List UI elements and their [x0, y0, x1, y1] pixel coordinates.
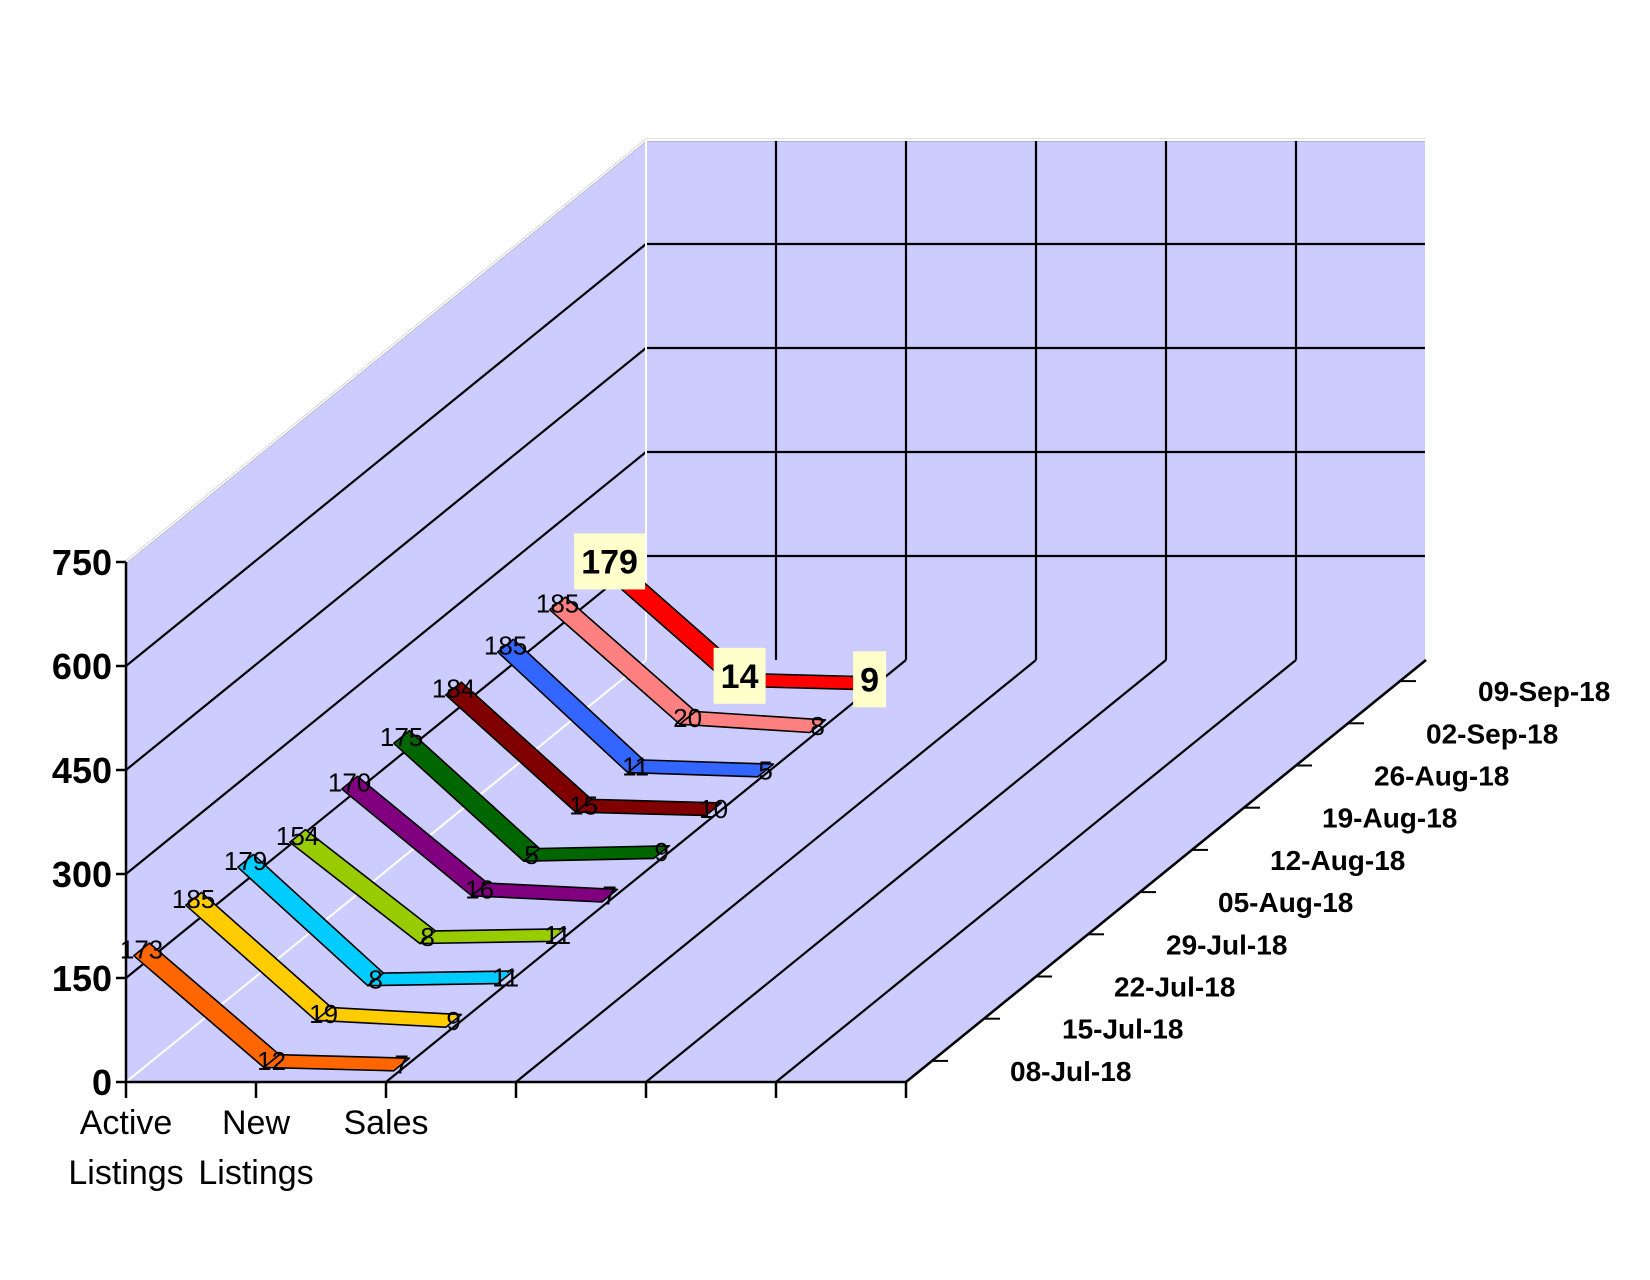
x-tick-label: Listings: [198, 1154, 313, 1192]
series-segment: [678, 710, 827, 734]
data-label: 15: [569, 791, 598, 821]
data-label: 5: [758, 755, 772, 785]
data-label: 11: [544, 920, 571, 950]
data-label: 20: [673, 703, 702, 733]
floor-gridline: [645, 659, 1167, 1083]
chart-axes: [116, 560, 1427, 1098]
y-tick-label: 150: [52, 958, 112, 999]
data-label: 185: [536, 588, 579, 618]
data-label: 175: [380, 722, 423, 752]
data-label: 11: [492, 962, 519, 992]
data-label: 12: [257, 1046, 286, 1076]
left-wall: [126, 140, 646, 1082]
y-tick-label: 300: [52, 854, 112, 895]
data-label: 185: [484, 631, 527, 661]
series-segment: [418, 927, 567, 945]
data-label-box: [574, 533, 646, 590]
data-label: 9: [446, 1006, 460, 1036]
x-tick-label: Listings: [68, 1154, 183, 1192]
series-label: 26-Aug-18: [1374, 761, 1509, 792]
data-label: 173: [120, 934, 163, 964]
series-label: 02-Sep-18: [1426, 718, 1558, 749]
series-label: 15-Jul-18: [1062, 1014, 1183, 1045]
data-label: 170: [328, 768, 371, 798]
series-segment: [366, 970, 515, 987]
depth-axis: [905, 659, 1427, 1083]
chart-data-labels: 173 12 7 185 19 9 179 8 11 154 8 11 170 16 7 175 5 9 184 15…: [120, 533, 887, 1079]
series-label: 22-Jul-18: [1114, 972, 1235, 1003]
series-label: 12-Aug-18: [1270, 845, 1405, 876]
series-segment: [470, 882, 619, 903]
y-tick-label: 0: [92, 1062, 112, 1103]
data-label: 184: [432, 674, 475, 704]
series-segment: [574, 798, 723, 817]
series-segment: [626, 759, 775, 778]
series-segment: [314, 1006, 463, 1028]
data-label: 5: [524, 840, 538, 870]
data-label: 9: [654, 837, 668, 867]
data-label: 14: [721, 658, 759, 696]
data-label: 19: [309, 999, 338, 1029]
series-label: 05-Aug-18: [1218, 887, 1353, 918]
floor-gridline: [385, 659, 907, 1083]
x-tick-label: Active: [80, 1104, 173, 1142]
data-label: 11: [622, 751, 649, 781]
data-label: 7: [394, 1049, 408, 1079]
x-tick-label: Sales: [343, 1104, 428, 1142]
data-label: 179: [581, 543, 638, 581]
left-wall-gridline: [125, 347, 647, 771]
data-label-box: [713, 647, 766, 704]
data-label: 7: [602, 881, 616, 911]
series-label: 19-Aug-18: [1322, 803, 1457, 834]
series-segment: [262, 1053, 411, 1072]
chart-series: [133, 558, 879, 1072]
series-label: 08-Jul-18: [1010, 1056, 1131, 1087]
data-label: 8: [368, 964, 382, 994]
data-label: 9: [860, 661, 879, 699]
y-tick-label: 450: [52, 750, 112, 791]
wall-top-edge: [125, 139, 647, 563]
series-label: 29-Jul-18: [1166, 929, 1287, 960]
floor-gridline: [515, 659, 1037, 1083]
data-label: 154: [276, 821, 319, 851]
data-label: 8: [810, 711, 824, 741]
series-segment: [522, 844, 671, 863]
chart-legend: 08-Jul-18 15-Jul-18 22-Jul-18 29-Jul-18 05-A…: [1010, 676, 1610, 1087]
data-label: 179: [224, 846, 267, 876]
chart-tick-labels: 0 150 300 450 600 750 Active Listings New Listing…: [52, 542, 429, 1192]
data-label: 185: [172, 884, 215, 914]
left-wall-gridline: [125, 451, 647, 875]
data-label-box: [853, 651, 887, 708]
data-label: 16: [465, 874, 494, 904]
left-wall-gridline: [125, 243, 647, 667]
y-tick-label: 600: [52, 646, 112, 687]
y-tick-label: 750: [52, 542, 112, 583]
floor-gridline: [775, 659, 1297, 1083]
x-tick-label: New: [222, 1104, 290, 1142]
data-label: 10: [699, 794, 728, 824]
series-label: 09-Sep-18: [1478, 676, 1610, 707]
data-label: 8: [420, 922, 434, 952]
